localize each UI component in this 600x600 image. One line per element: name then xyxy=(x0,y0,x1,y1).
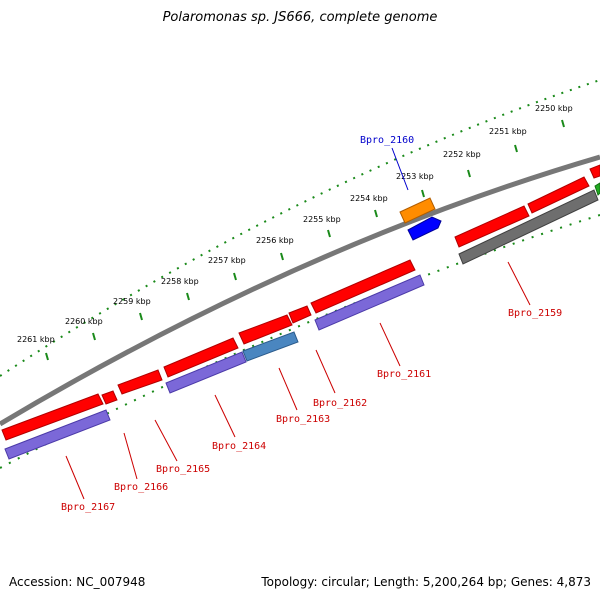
gene-feature[interactable] xyxy=(407,216,442,241)
kbp-label: 2256 kbp xyxy=(256,236,294,245)
kbp-label: 2261 kbp xyxy=(17,335,55,344)
gene-feature[interactable] xyxy=(288,305,312,324)
gene-feature[interactable] xyxy=(1,393,104,441)
gene-label-bpro-2165[interactable]: Bpro_2165 xyxy=(156,464,210,475)
kbp-label: 2255 kbp xyxy=(303,215,341,224)
gene-feature[interactable] xyxy=(589,164,600,179)
kbp-label: 2258 kbp xyxy=(161,277,199,286)
kbp-ticks xyxy=(45,119,565,361)
gene-label-bpro-2163[interactable]: Bpro_2163 xyxy=(276,414,330,425)
gene-feature[interactable] xyxy=(4,409,111,460)
kbp-label: 2254 kbp xyxy=(350,194,388,203)
kbp-label: 2260 kbp xyxy=(65,317,103,326)
gene-feature[interactable] xyxy=(527,176,590,214)
gene-feature[interactable] xyxy=(314,274,425,331)
gene-feature[interactable] xyxy=(242,331,299,362)
gene-label-bpro-2164[interactable]: Bpro_2164 xyxy=(212,441,266,452)
label-leaders xyxy=(65,147,531,500)
gene-feature[interactable] xyxy=(454,205,530,248)
gene-feature[interactable] xyxy=(594,182,600,196)
gene-feature[interactable] xyxy=(238,314,293,345)
gene-feature[interactable] xyxy=(399,197,436,224)
gene-label-bpro-2160[interactable]: Bpro_2160 xyxy=(360,135,414,146)
gene-feature[interactable] xyxy=(458,189,599,265)
kbp-track-inner xyxy=(0,214,600,469)
gene-feature[interactable] xyxy=(310,259,416,314)
kbp-label: 2252 kbp xyxy=(443,150,481,159)
accession-text: Accession: NC_007948 xyxy=(9,575,146,589)
gene-feature[interactable] xyxy=(117,369,163,395)
gene-label-bpro-2159[interactable]: Bpro_2159 xyxy=(508,308,562,319)
gene-label-bpro-2162[interactable]: Bpro_2162 xyxy=(313,398,367,409)
gene-feature[interactable] xyxy=(163,337,239,378)
cds-row-secondary xyxy=(4,182,600,460)
map-title: Polaromonas sp. JS666, complete genome xyxy=(162,10,438,25)
kbp-label: 2253 kbp xyxy=(396,172,434,181)
kbp-label: 2257 kbp xyxy=(208,256,246,265)
topology-text: Topology: circular; Length: 5,200,264 bp… xyxy=(261,575,591,589)
gene-label-bpro-2166[interactable]: Bpro_2166 xyxy=(114,482,168,493)
gene-feature[interactable] xyxy=(165,351,247,394)
kbp-label: 2250 kbp xyxy=(535,104,573,113)
gene-label-bpro-2167[interactable]: Bpro_2167 xyxy=(61,502,115,513)
kbp-track-outer xyxy=(0,79,600,377)
kbp-label: 2251 kbp xyxy=(489,127,527,136)
cds-row-red xyxy=(1,164,600,441)
kbp-label: 2259 kbp xyxy=(113,297,151,306)
gene-feature[interactable] xyxy=(101,390,118,405)
genome-backbone xyxy=(0,154,600,427)
gene-label-bpro-2161[interactable]: Bpro_2161 xyxy=(377,369,431,380)
